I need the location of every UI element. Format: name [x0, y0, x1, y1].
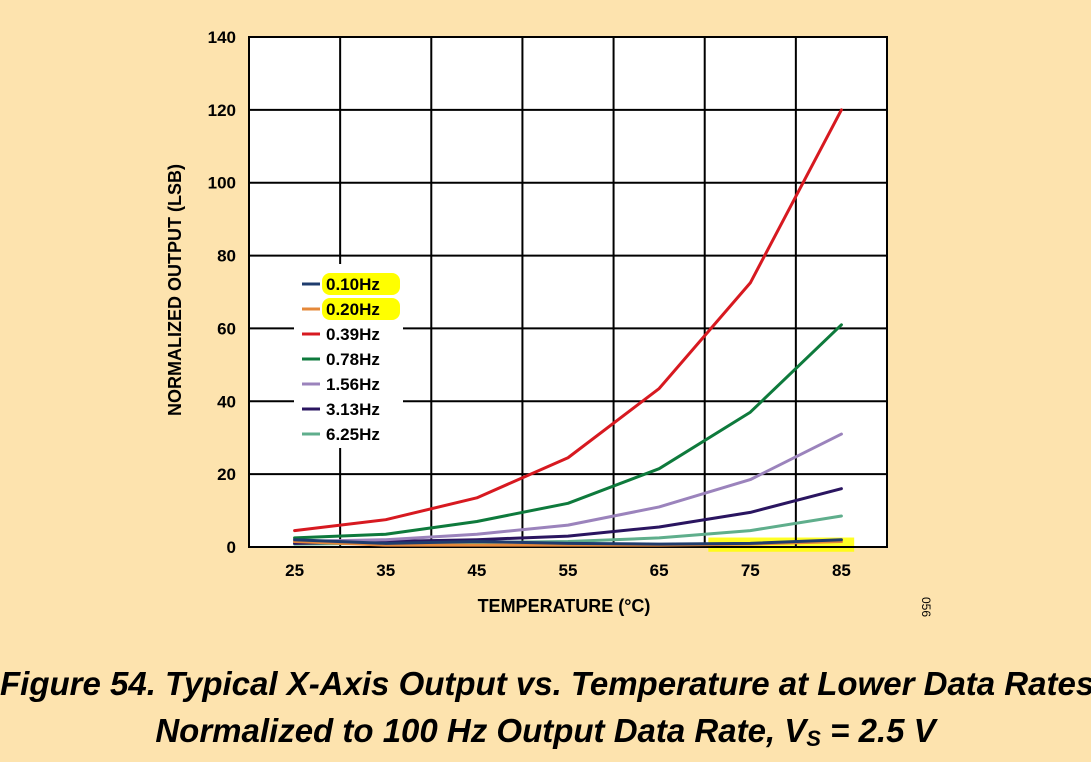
y-tick-label: 80: [217, 247, 236, 266]
legend-label: 3.13Hz: [326, 400, 380, 419]
figure-code: 056: [919, 597, 933, 617]
y-tick-label: 140: [208, 28, 236, 47]
y-tick-label: 40: [217, 392, 236, 411]
x-axis-title: TEMPERATURE (°C): [478, 596, 651, 616]
figure-caption-line-1: Figure 54. Typical X-Axis Output vs. Tem…: [0, 665, 1091, 702]
x-tick-label: 45: [467, 561, 486, 580]
series-line: [293, 432, 843, 544]
legend-label: 0.20Hz: [326, 300, 380, 319]
legend-label: 0.10Hz: [326, 275, 380, 294]
legend-highlight: [322, 273, 400, 295]
plot-area-frame: [248, 36, 888, 548]
x-tick-label: 75: [741, 561, 760, 580]
chart: 0 20 40 60 80 100 120 140 25 35 45 55 65 75 85 0.10Hz…: [165, 28, 933, 617]
series-line: [293, 538, 843, 546]
caption-line-2-tail: = 2.5 V: [820, 712, 936, 749]
legend-label: 0.78Hz: [326, 350, 380, 369]
x-tick-label: 55: [559, 561, 578, 580]
x-tick-label: 65: [650, 561, 669, 580]
x-tick-label: 35: [376, 561, 395, 580]
y-tick-label: 20: [217, 465, 236, 484]
x-tick-label: 85: [832, 561, 851, 580]
series-line: [293, 487, 843, 545]
x-tick-label: 25: [285, 561, 304, 580]
legend-label: 0.39Hz: [326, 325, 380, 344]
caption-line-2-text: Normalized to 100 Hz Output Data Rate, V: [155, 712, 807, 749]
legend-highlight: [322, 298, 400, 320]
legend-label: 6.25Hz: [326, 425, 380, 444]
legend-label: 1.56Hz: [326, 375, 380, 394]
series-line: [293, 323, 843, 540]
figure-caption-line-2: Normalized to 100 Hz Output Data Rate, V…: [0, 712, 1091, 752]
caption-subscript: S: [806, 726, 821, 751]
y-axis-title: NORMALIZED OUTPUT (LSB): [165, 164, 185, 416]
y-tick-label: 100: [208, 174, 236, 193]
series-line: [293, 108, 843, 533]
y-tick-label: 120: [208, 101, 236, 120]
y-tick-label: 60: [217, 319, 236, 338]
y-tick-label: 0: [227, 538, 236, 557]
